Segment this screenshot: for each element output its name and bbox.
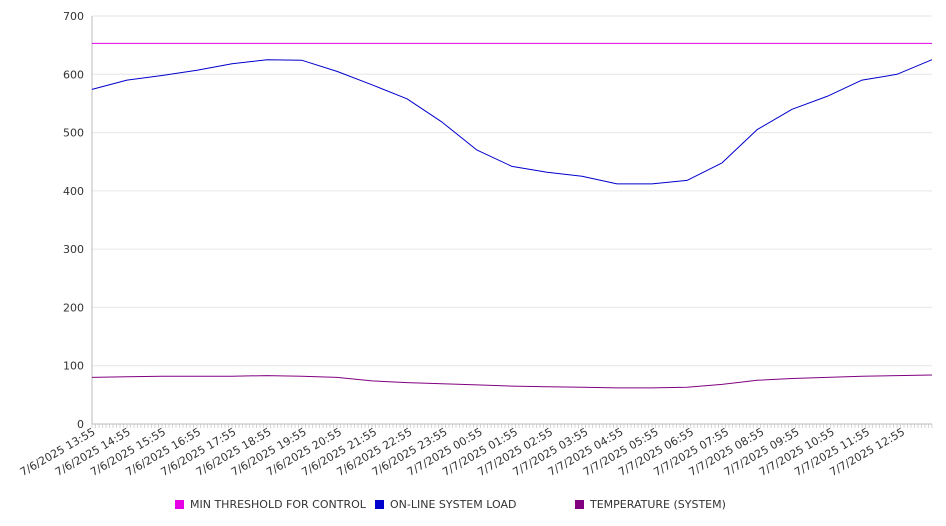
grid-lines: [92, 15, 932, 367]
y-tick-label: 400: [63, 185, 84, 198]
legend-label: TEMPERATURE (SYSTEM): [590, 498, 726, 511]
legend-item-system-load: ON-LINE SYSTEM LOAD: [375, 498, 516, 511]
series-line-2: [91, 374, 933, 389]
legend-item-min-threshold: MIN THRESHOLD FOR CONTROL: [175, 498, 366, 511]
legend-swatch-icon: [175, 500, 184, 509]
legend-item-temperature: TEMPERATURE (SYSTEM): [575, 498, 726, 511]
y-axis-ticks: 0 100 200 300 400 500 600 700: [63, 10, 84, 431]
series-line-1: [91, 59, 933, 185]
y-tick-label: 200: [63, 301, 84, 314]
y-tick-label: 500: [63, 127, 84, 140]
series-lines: [91, 42, 933, 389]
y-tick-label: 100: [63, 360, 84, 373]
y-tick-label: 300: [63, 243, 84, 256]
y-tick-label: 700: [63, 10, 84, 23]
axes: [91, 16, 933, 428]
legend: MIN THRESHOLD FOR CONTROL ON-LINE SYSTEM…: [0, 498, 946, 516]
y-tick-label: 600: [63, 68, 84, 81]
y-tick-label: 0: [77, 418, 84, 431]
x-axis-ticks: 7/6/2025 13:557/6/2025 14:557/6/2025 15:…: [18, 425, 907, 479]
legend-swatch-icon: [575, 500, 584, 509]
legend-label: ON-LINE SYSTEM LOAD: [390, 498, 517, 511]
legend-swatch-icon: [375, 500, 384, 509]
legend-label: MIN THRESHOLD FOR CONTROL: [190, 498, 366, 511]
